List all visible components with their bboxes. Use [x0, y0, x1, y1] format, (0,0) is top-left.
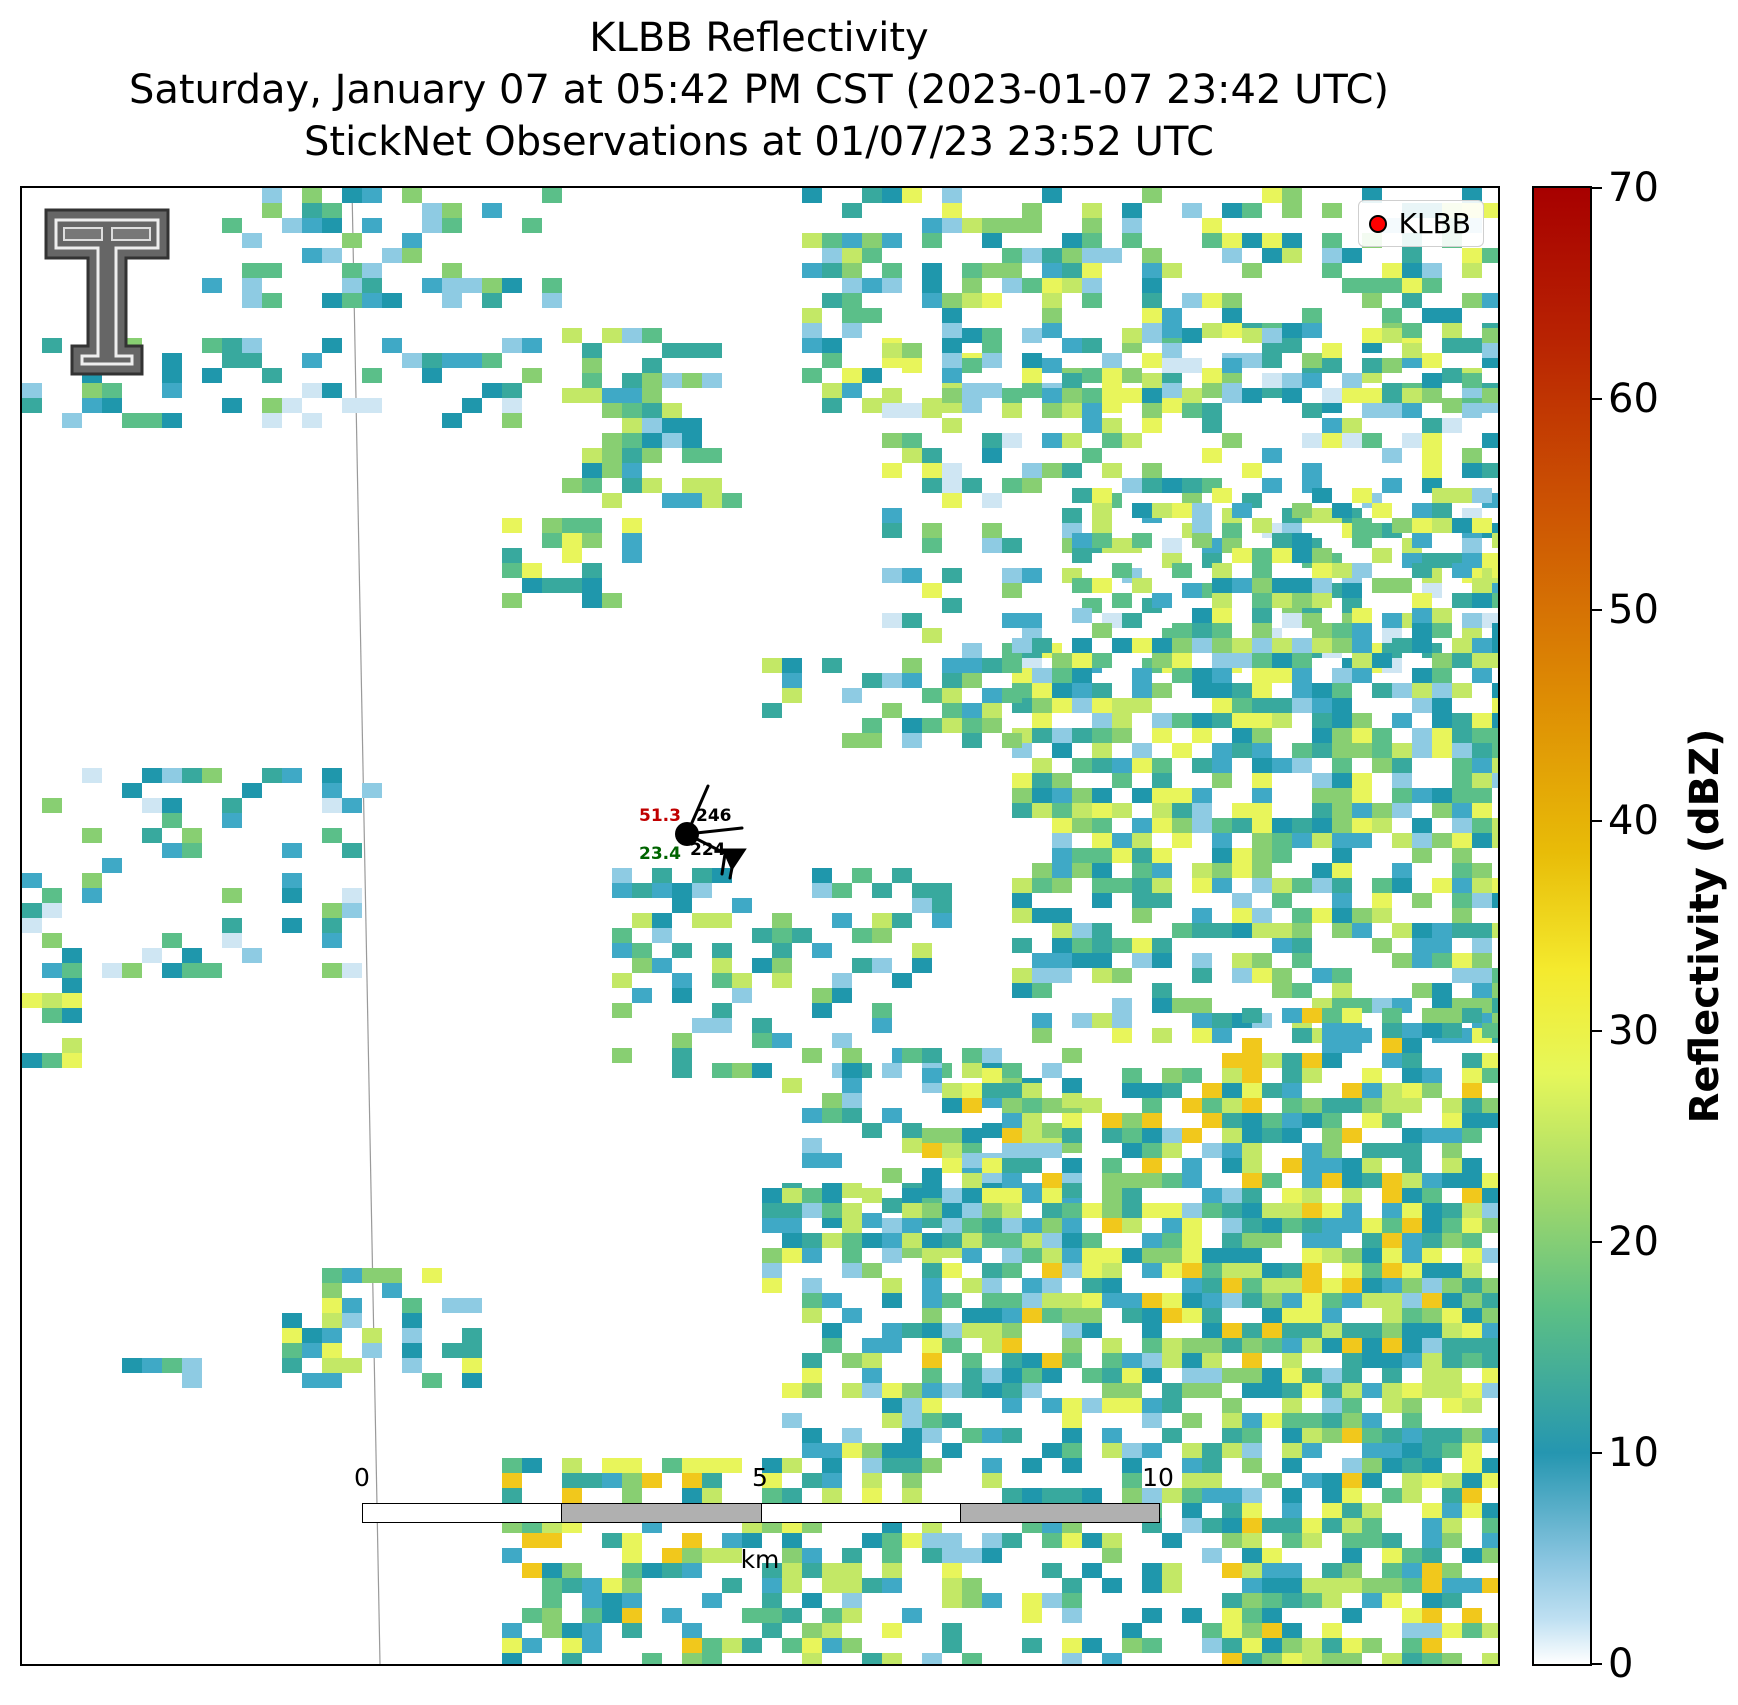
colorbar-tick	[1592, 608, 1602, 611]
scale-bar: 0 5 10 km	[354, 1463, 1174, 1574]
colorbar-tick-label: 70	[1608, 165, 1659, 211]
colorbar-tick-label: 20	[1608, 1219, 1659, 1266]
scale-tick-5: 5	[752, 1463, 768, 1492]
scale-segment	[761, 1504, 961, 1522]
title-datetime: Saturday, January 07 at 05:42 PM CST (20…	[128, 67, 1390, 113]
colorbar-tick	[1592, 1452, 1602, 1455]
title-observations: StickNet Observations at 01/07/23 23:52 …	[304, 119, 1214, 165]
radar-map[interactable]: KLBB 51.3 246 23.4 224 0 5 10 km	[20, 186, 1500, 1666]
colorbar-tick-label: 50	[1608, 586, 1659, 633]
station-bottom-value: 224	[690, 840, 726, 860]
reflectivity-colorbar	[1532, 186, 1592, 1666]
colorbar-tick-label: 30	[1608, 1008, 1659, 1055]
station-temperature: 51.3	[639, 806, 681, 826]
texas-tech-logo	[42, 206, 172, 386]
colorbar-tick	[1592, 1030, 1602, 1033]
colorbar-tick-label: 10	[1608, 1430, 1659, 1477]
colorbar-tick	[1592, 1241, 1602, 1244]
station-marker[interactable]	[675, 822, 699, 846]
scale-segment	[562, 1504, 762, 1522]
colorbar-tick	[1592, 397, 1602, 400]
title-radar: KLBB Reflectivity	[589, 15, 929, 61]
station-dewpoint: 23.4	[639, 844, 681, 864]
map-legend: KLBB	[1357, 200, 1484, 247]
colorbar-tick	[1592, 1663, 1602, 1665]
colorbar-tick-label: 60	[1608, 375, 1659, 422]
station-top-value: 246	[696, 806, 732, 826]
texas-tech-double-t-icon	[44, 208, 170, 376]
colorbar-tick-label: 0	[1608, 1641, 1634, 1687]
scale-segment	[960, 1504, 1159, 1522]
scale-track	[362, 1503, 1160, 1523]
colorbar-title: Reflectivity (dBZ)	[1682, 728, 1728, 1124]
scale-segment	[363, 1504, 563, 1522]
reflectivity-field	[22, 188, 1498, 1664]
county-boundary	[351, 188, 381, 1664]
klbb-marker-icon	[1368, 214, 1387, 233]
scale-tick-10: 10	[1142, 1463, 1174, 1492]
legend-label: KLBB	[1398, 207, 1471, 240]
colorbar-tick-label: 40	[1608, 797, 1659, 844]
scale-tick-0: 0	[354, 1463, 370, 1492]
scale-unit: km	[740, 1545, 780, 1574]
colorbar-tick	[1592, 187, 1602, 189]
map-title: KLBB Reflectivity Saturday, January 07 a…	[0, 12, 1518, 168]
colorbar-tick	[1592, 819, 1602, 822]
